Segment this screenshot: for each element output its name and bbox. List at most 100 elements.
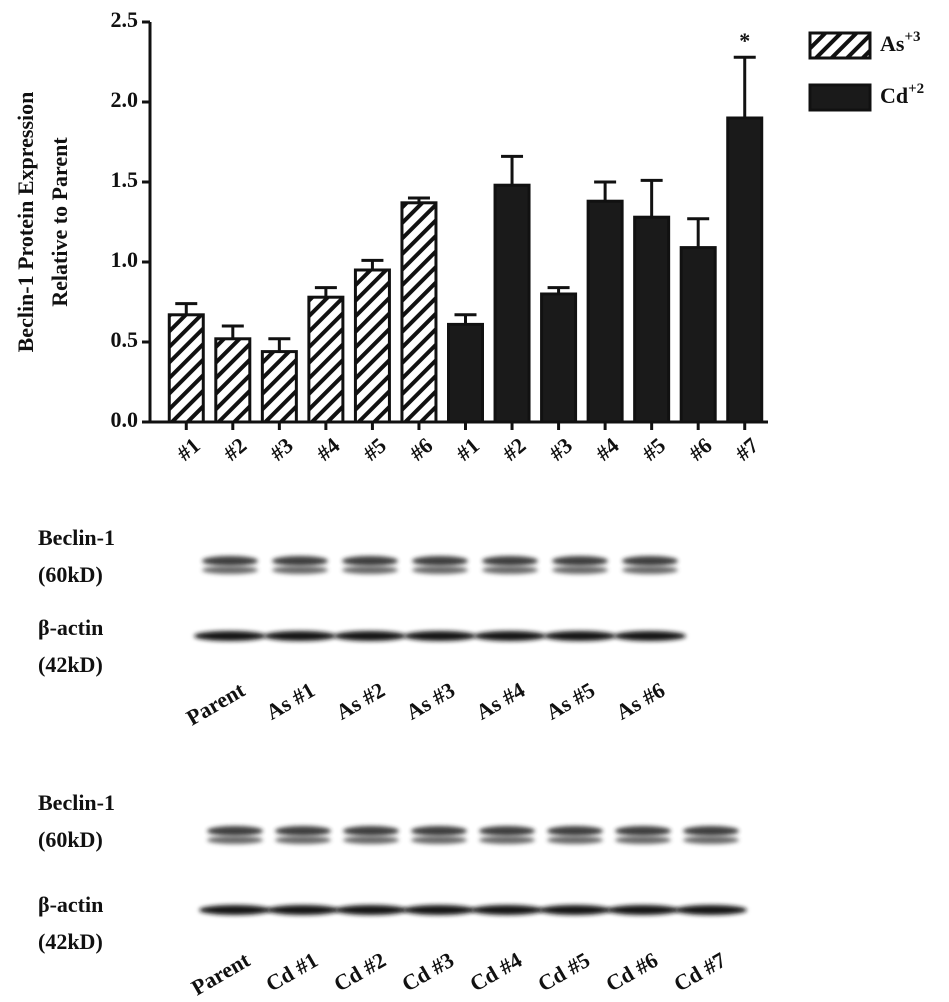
legend-swatch: [810, 33, 870, 58]
y-tick-label: 1.5: [111, 167, 139, 192]
lane-label: Cd #7: [669, 947, 730, 996]
band: [552, 556, 608, 566]
band: [267, 905, 339, 915]
error-bar: [594, 182, 616, 201]
band: [544, 631, 616, 641]
significance-marker: *: [739, 28, 750, 53]
bar: [681, 248, 715, 422]
row-label: Beclin-1: [38, 790, 115, 815]
band: [335, 905, 407, 915]
row-weight: (42kD): [38, 652, 103, 677]
lane-label: As #4: [472, 677, 529, 725]
band: [272, 556, 328, 566]
band: [275, 836, 331, 844]
y-tick-label: 2.5: [111, 7, 139, 32]
band: [207, 836, 263, 844]
band: [614, 631, 686, 641]
band: [471, 905, 543, 915]
bar: [402, 203, 436, 422]
band: [683, 826, 739, 836]
y-tick-label: 2.0: [111, 87, 139, 112]
bar: [495, 185, 529, 422]
lane-label: As #6: [612, 677, 669, 725]
y-tick-label: 0.0: [111, 407, 139, 432]
band: [411, 836, 467, 844]
band: [202, 556, 258, 566]
bar: [449, 324, 483, 422]
lane-label: Parent: [187, 947, 255, 1001]
band: [675, 905, 747, 915]
bar: [262, 352, 296, 422]
legend-name: As: [880, 31, 905, 56]
error-bar: [222, 326, 244, 339]
lane-label: As #1: [262, 677, 319, 725]
band: [404, 631, 476, 641]
band: [615, 836, 671, 844]
band: [199, 905, 271, 915]
x-tick-label: #5: [637, 433, 670, 466]
lane-label: Cd #1: [261, 947, 322, 996]
band: [264, 631, 336, 641]
row-weight: (60kD): [38, 562, 103, 587]
row-weight: (60kD): [38, 827, 103, 852]
row-weight: (42kD): [38, 929, 103, 954]
legend-label: As+3: [880, 29, 921, 56]
lane-label: Cd #4: [465, 947, 526, 996]
x-tick-label: #2: [498, 433, 531, 466]
error-bar: [501, 156, 523, 185]
band: [411, 826, 467, 836]
bar: [216, 339, 250, 422]
bar: [635, 217, 669, 422]
error-bar: [175, 304, 197, 315]
band: [482, 556, 538, 566]
band: [479, 826, 535, 836]
row-label: β-actin: [38, 615, 103, 640]
band: [547, 826, 603, 836]
x-tick-label: #3: [544, 433, 577, 466]
band: [342, 556, 398, 566]
error-bar: [641, 180, 663, 217]
band: [607, 905, 679, 915]
x-tick-label: #7: [730, 433, 763, 466]
bar: [169, 315, 203, 422]
band: [615, 826, 671, 836]
band: [342, 566, 398, 574]
band: [474, 631, 546, 641]
figure: 0.00.51.01.52.02.5Beclin-1 Protein Expre…: [0, 0, 949, 1002]
band: [194, 631, 266, 641]
band: [539, 905, 611, 915]
bar: [309, 297, 343, 422]
x-tick-label: #1: [172, 433, 205, 466]
bar: [728, 118, 762, 422]
x-tick-label: #4: [311, 433, 344, 466]
bar: [355, 270, 389, 422]
lane-label: Cd #6: [601, 947, 662, 996]
band: [207, 826, 263, 836]
band: [343, 826, 399, 836]
bar: [542, 294, 576, 422]
band: [479, 836, 535, 844]
lane-label: As #2: [332, 677, 389, 725]
band: [547, 836, 603, 844]
band: [334, 631, 406, 641]
x-tick-label: #2: [218, 433, 251, 466]
x-tick-label: #4: [591, 433, 624, 466]
y-axis-title: Beclin-1 Protein Expression: [13, 92, 38, 353]
y-axis-title: Relative to Parent: [47, 137, 72, 307]
legend-swatch: [810, 85, 870, 110]
row-label: Beclin-1: [38, 525, 115, 550]
x-tick-label: #6: [404, 433, 437, 466]
band: [202, 566, 258, 574]
band: [412, 566, 468, 574]
x-tick-label: #3: [265, 433, 298, 466]
bar: [588, 201, 622, 422]
band: [552, 566, 608, 574]
band: [622, 556, 678, 566]
y-tick-label: 1.0: [111, 247, 139, 272]
x-tick-label: #1: [451, 433, 484, 466]
band: [482, 566, 538, 574]
error-bar: [687, 219, 709, 248]
band: [412, 556, 468, 566]
band: [275, 826, 331, 836]
legend-charge: +3: [904, 29, 920, 45]
